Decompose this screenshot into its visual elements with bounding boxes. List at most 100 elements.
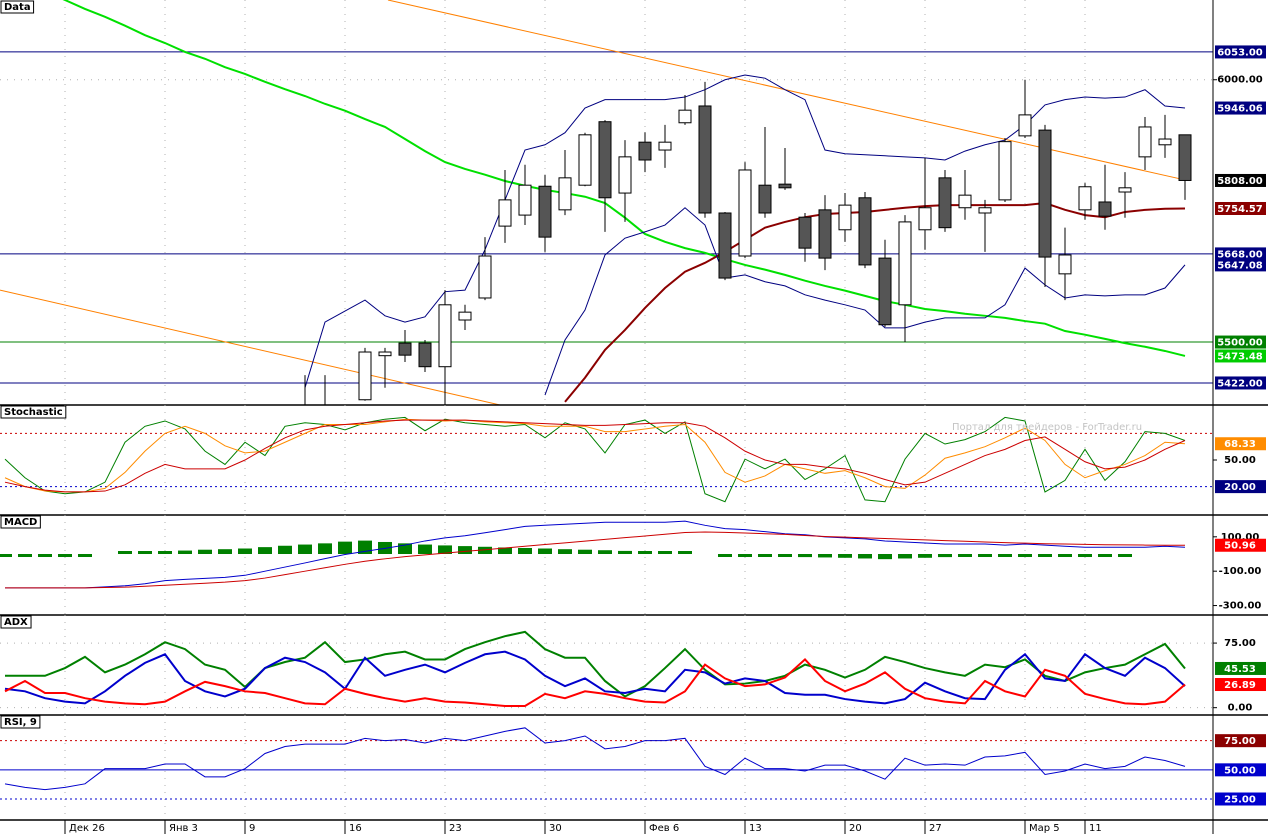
- series-line: [564, 202, 1186, 403]
- histogram-bar: [418, 544, 432, 555]
- candle-body: [718, 212, 732, 279]
- price-label-box: [1215, 247, 1266, 261]
- histogram-bar: [298, 544, 312, 555]
- histogram-bar: [858, 554, 872, 559]
- histogram-bar: [678, 551, 692, 555]
- candle-body: [438, 304, 452, 368]
- histogram-bar: [1018, 554, 1032, 558]
- histogram-bar: [438, 545, 452, 555]
- histogram-bar: [558, 549, 572, 555]
- panel-title-box: [0, 715, 41, 729]
- series-line: [5, 520, 1186, 589]
- price-label-box: [1215, 101, 1266, 115]
- candle-body: [978, 207, 992, 214]
- candle-body: [558, 177, 572, 211]
- price-label: 68.33: [1224, 439, 1256, 450]
- histogram-bar: [538, 548, 552, 555]
- histogram-bar: [498, 547, 512, 555]
- histogram-bar: [958, 554, 972, 558]
- candle-body: [1038, 129, 1052, 258]
- y-tick-label: -100.00: [1219, 566, 1262, 577]
- candle-body: [898, 221, 912, 306]
- y-tick-label: 6000.00: [1217, 75, 1263, 86]
- histogram-bar: [758, 554, 772, 558]
- histogram-bar: [178, 550, 192, 555]
- panel-title: ADX: [4, 617, 28, 628]
- candle-body: [858, 197, 872, 266]
- candle-body: [738, 169, 752, 257]
- trend-line: [0, 289, 501, 405]
- price-label-box: [1215, 480, 1266, 494]
- y-tick-label: 100.00: [1221, 532, 1260, 543]
- price-label-box: [1215, 538, 1266, 552]
- series-line: [5, 630, 1186, 698]
- histogram-bar: [878, 554, 892, 560]
- price-label: 5754.57: [1217, 204, 1263, 215]
- histogram-bar: [778, 554, 792, 558]
- candle-body: [518, 184, 532, 216]
- candle-body: [458, 311, 472, 321]
- price-label: 50.00: [1224, 765, 1256, 776]
- panel-title-box: [0, 0, 35, 14]
- candle-body: [918, 207, 932, 231]
- series-line: [4, 727, 1186, 791]
- histogram-bar: [78, 554, 92, 558]
- candle-body: [998, 141, 1012, 201]
- histogram-bar: [218, 549, 232, 555]
- candle-body: [478, 255, 492, 299]
- candle-body: [778, 183, 792, 189]
- candle-body: [378, 351, 392, 357]
- panel-title: Stochastic: [4, 407, 63, 418]
- price-label-box: [1215, 792, 1266, 806]
- candle-body: [1118, 187, 1132, 193]
- histogram-bar: [938, 554, 952, 558]
- histogram-bar: [518, 547, 532, 555]
- histogram-bar: [278, 545, 292, 555]
- candle-body: [1138, 126, 1152, 158]
- candle-body: [618, 156, 632, 194]
- histogram-bar: [1078, 554, 1092, 558]
- price-label-box: [1215, 661, 1266, 675]
- price-label: 25.00: [1224, 795, 1256, 806]
- x-tick-label: 27: [929, 823, 942, 834]
- series-line: [4, 419, 1186, 493]
- candle-body: [838, 204, 852, 231]
- panel-title-box: [0, 515, 41, 529]
- histogram-bar: [818, 554, 832, 558]
- price-label-box: [1215, 335, 1266, 349]
- histogram-bar: [618, 550, 632, 555]
- price-label-box: [1215, 349, 1266, 363]
- candle-body: [578, 134, 592, 186]
- candle-body: [1158, 138, 1172, 146]
- price-label: 5647.08: [1217, 260, 1263, 271]
- series-line: [304, 74, 1186, 388]
- candle-body: [698, 105, 712, 214]
- histogram-bar: [158, 551, 172, 555]
- histogram-bar: [1038, 554, 1052, 558]
- histogram-bar: [18, 554, 32, 558]
- panel-title: Data: [4, 2, 31, 13]
- x-tick-label: Янв 3: [169, 823, 198, 834]
- series-line: [5, 531, 1186, 589]
- histogram-bar: [458, 546, 472, 555]
- watermark: Портал для трейдеров - ForTrader.ru: [952, 422, 1142, 433]
- histogram-bar: [658, 551, 672, 555]
- histogram-bar: [638, 551, 652, 555]
- candle-body: [658, 141, 672, 151]
- price-label: 5808.00: [1217, 176, 1263, 187]
- x-tick-label: 16: [349, 823, 362, 834]
- x-tick-label: 30: [549, 823, 562, 834]
- candle-body: [398, 342, 412, 356]
- candle-body: [678, 109, 692, 124]
- price-label: 5422.00: [1217, 378, 1263, 389]
- panel-title-box: [0, 615, 32, 629]
- price-label-box: [1215, 258, 1266, 272]
- histogram-bar: [258, 547, 272, 555]
- series-line: [4, 416, 1186, 503]
- price-label: 6053.00: [1217, 47, 1263, 58]
- price-label-box: [1215, 201, 1266, 215]
- price-label-box: [1215, 763, 1266, 777]
- histogram-bar: [718, 554, 732, 558]
- candle-body: [1098, 201, 1112, 217]
- price-label-box: [1215, 45, 1266, 59]
